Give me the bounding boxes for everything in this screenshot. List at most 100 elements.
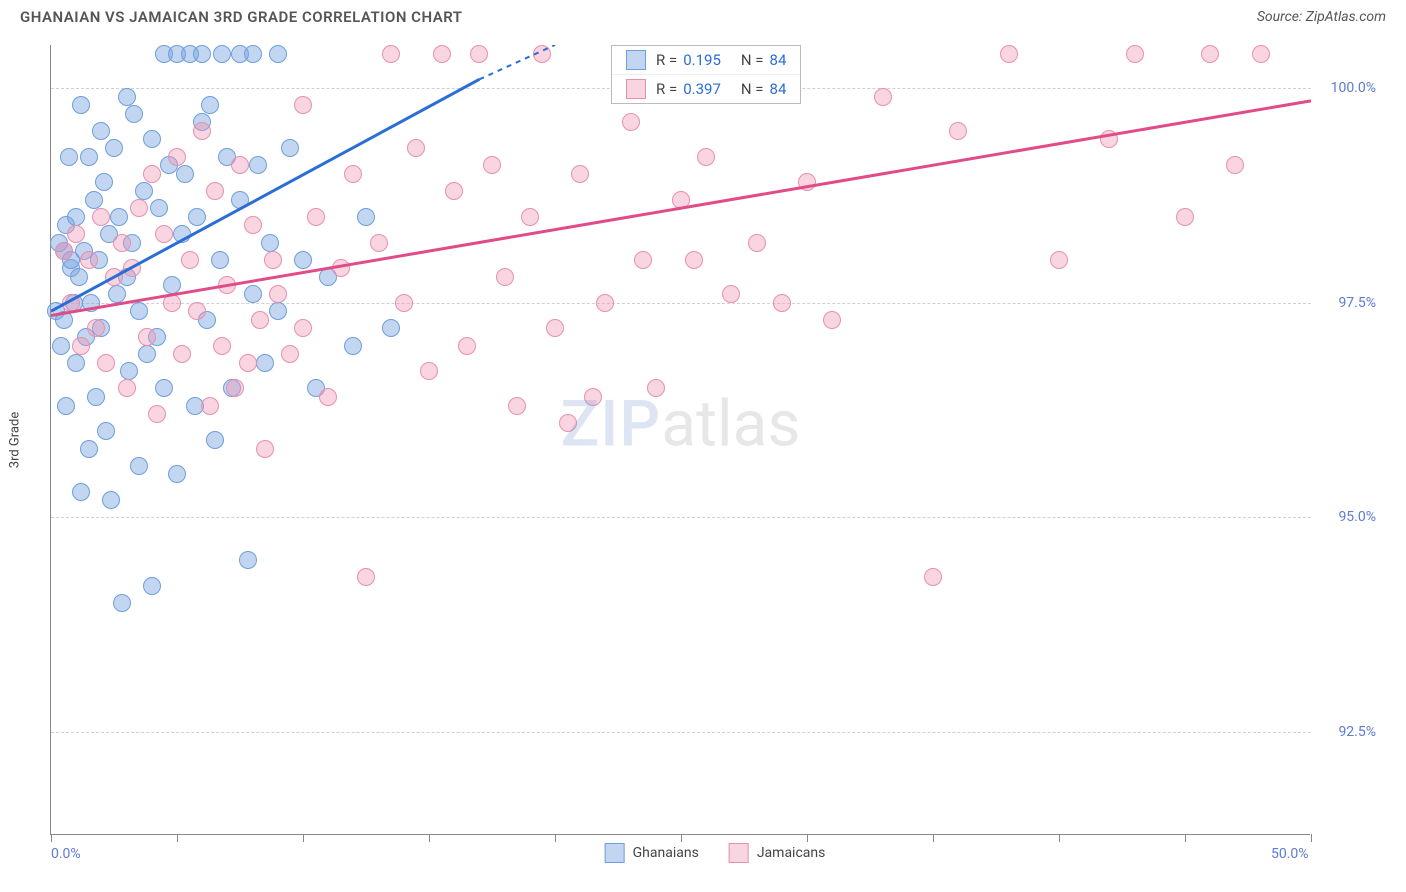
data-point [571,165,589,183]
data-point [496,268,514,286]
y-tick-label: 97.5% [1338,295,1376,311]
data-point [294,96,312,114]
legend-swatch [626,50,646,70]
data-point [211,251,229,269]
x-tick [555,834,556,842]
data-point [163,294,181,312]
data-point [1000,45,1018,63]
data-point [155,225,173,243]
data-point [773,294,791,312]
data-point [823,311,841,329]
legend-label: Ghanaians [633,845,699,861]
data-point [798,173,816,191]
data-point [395,294,413,312]
series-legend: Ghanaians Jamaicans [605,843,826,863]
data-point [87,388,105,406]
y-axis-title: 3rd Grade [8,412,23,468]
data-point [67,354,85,372]
data-point [130,199,148,217]
gridline [51,732,1311,733]
data-point [307,208,325,226]
data-point [60,148,78,166]
data-point [206,182,224,200]
data-point [226,379,244,397]
data-point [80,148,98,166]
data-point [113,234,131,252]
data-point [105,139,123,157]
n-value: 84 [770,51,787,69]
data-point [622,113,640,131]
data-point [206,431,224,449]
data-point [148,405,166,423]
data-point [95,173,113,191]
legend-item: Jamaicans [729,843,826,863]
data-point [72,337,90,355]
data-point [72,96,90,114]
data-point [281,139,299,157]
data-point [62,294,80,312]
x-tick-label: 0.0% [51,846,81,862]
data-point [1100,130,1118,148]
data-point [319,388,337,406]
data-point [264,251,282,269]
data-point [647,379,665,397]
data-point [1201,45,1219,63]
x-tick [1059,834,1060,842]
n-label: N = [741,51,764,69]
data-point [294,251,312,269]
x-tick [933,834,934,842]
data-point [168,465,186,483]
data-point [672,191,690,209]
data-point [138,345,156,363]
data-point [150,199,168,217]
data-point [218,276,236,294]
data-point [163,276,181,294]
data-point [102,491,120,509]
data-point [239,551,257,569]
data-point [123,259,141,277]
data-point [201,397,219,415]
data-point [57,397,75,415]
data-point [193,122,211,140]
data-point [420,362,438,380]
data-point [261,234,279,252]
data-point [249,156,267,174]
r-value: 0.195 [683,51,721,69]
data-point [1226,156,1244,174]
data-point [82,294,100,312]
data-point [445,182,463,200]
data-point [138,328,156,346]
data-point [130,302,148,320]
data-point [143,130,161,148]
legend-swatch [605,843,625,863]
data-point [85,191,103,209]
r-label: R = [656,80,677,98]
data-point [344,337,362,355]
data-point [1176,208,1194,226]
data-point [697,148,715,166]
x-tick [303,834,304,842]
data-point [269,45,287,63]
data-point [433,45,451,63]
data-point [344,165,362,183]
gridline [51,517,1311,518]
data-point [458,337,476,355]
data-point [92,208,110,226]
data-point [97,422,115,440]
data-point [874,88,892,106]
legend-row: R = 0.397N = 84 [612,74,800,103]
data-point [269,302,287,320]
data-point [55,242,73,260]
data-point [52,337,70,355]
n-value: 84 [770,80,787,98]
data-point [483,156,501,174]
correlation-legend: R = 0.195N = 84R = 0.397N = 84 [611,45,801,104]
data-point [120,362,138,380]
data-point [559,414,577,432]
data-point [213,45,231,63]
data-point [70,268,88,286]
data-point [55,311,73,329]
data-point [181,251,199,269]
data-point [533,45,551,63]
data-point [87,319,105,337]
